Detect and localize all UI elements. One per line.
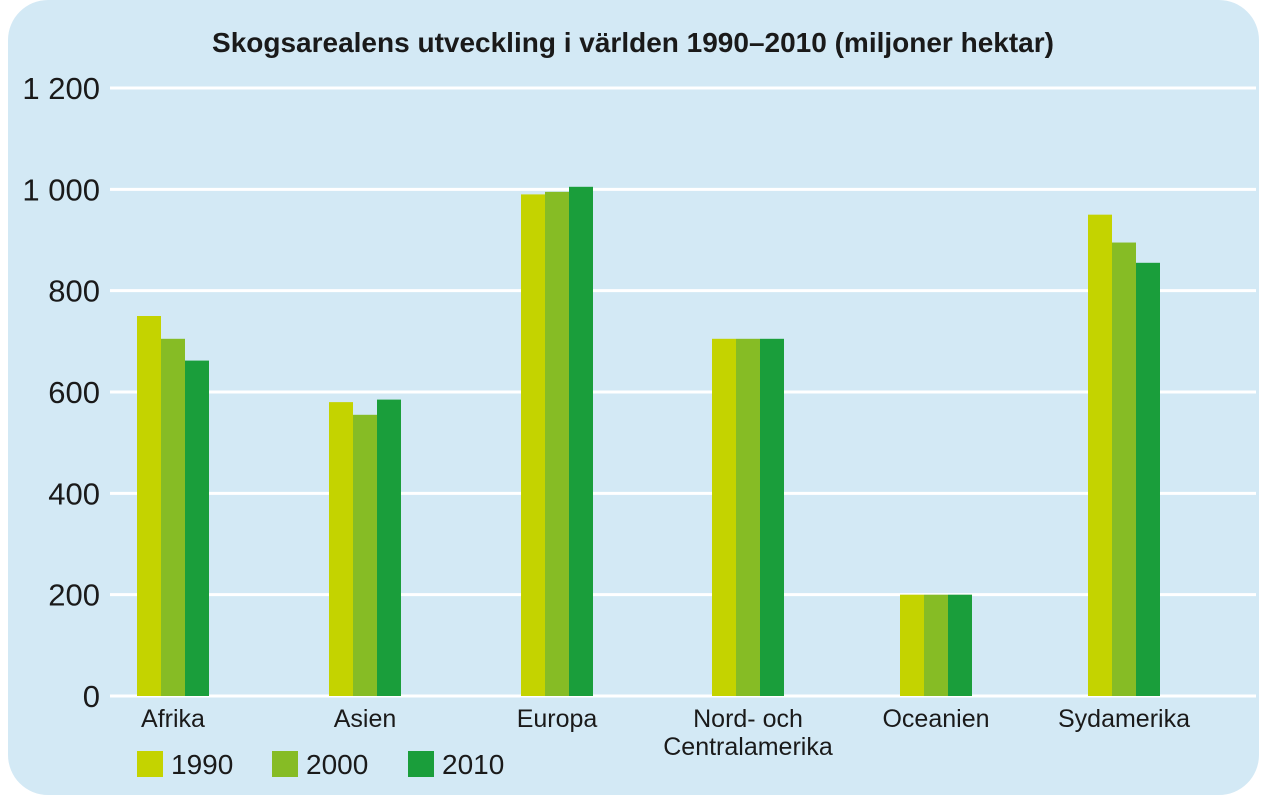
bar-2000 [161,338,185,696]
y-tick-label: 800 [48,274,100,309]
chart-panel [8,0,1259,795]
bar-2000 [353,414,377,696]
category-label: Centralamerika [663,733,833,761]
legend-label: 2010 [442,749,504,780]
category-label: Europa [517,705,598,733]
chart-title: Skogsarealens utveckling i världen 1990–… [212,27,1054,58]
bar-2010 [1136,262,1160,696]
bars [137,186,1160,697]
bar-1990 [137,316,161,696]
category-label: Oceanien [882,705,989,733]
legend: 1990 2000 2010 [137,749,504,780]
bar-2000 [924,594,948,696]
y-tick-label: 1 200 [22,71,100,106]
y-axis-ticks: 0 200 400 600 800 1 000 1 200 [22,71,100,714]
category-label: Sydamerika [1058,705,1190,733]
gridlines [110,86,1256,698]
bar-1990 [1088,214,1112,696]
y-tick-label: 1 000 [22,172,100,207]
bar-2010 [948,594,972,696]
x-axis-categories: Afrika Asien Europa Nord- ochCentralamerika… [141,705,1190,761]
bar-2010 [377,399,401,696]
bar-1990 [329,402,353,696]
bar-2000 [1112,242,1136,697]
legend-swatch [137,751,163,777]
bar-2000 [736,338,760,696]
bar-1990 [521,194,545,696]
y-tick-label: 0 [83,679,100,714]
category-label: Afrika [141,705,205,733]
legend-swatch [272,751,298,777]
category-label: Nord- och [693,705,803,733]
bar-2010 [185,360,209,696]
y-tick-label: 400 [48,476,100,511]
y-tick-label: 600 [48,375,100,410]
legend-label: 2000 [306,749,368,780]
bar-2010 [760,338,784,696]
legend-label: 1990 [171,749,233,780]
bar-1990 [712,338,736,696]
y-tick-label: 200 [48,578,100,613]
bar-1990 [900,594,924,696]
legend-swatch [408,751,434,777]
category-label: Asien [334,705,397,733]
bar-2000 [545,191,569,696]
bar-2010 [569,186,593,697]
